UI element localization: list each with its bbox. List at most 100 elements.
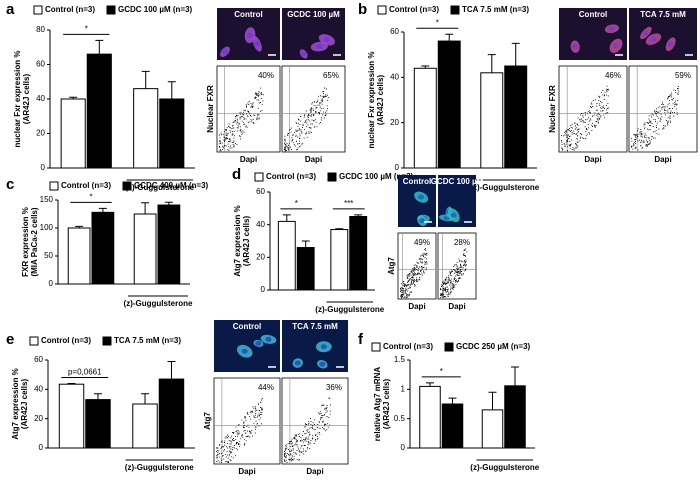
flow-x-label: Dapi — [408, 302, 425, 311]
micrograph-label: Control — [233, 322, 261, 331]
y-tick-label: 0 — [41, 163, 46, 172]
nucleus — [572, 44, 579, 50]
error-bar — [141, 202, 150, 214]
y-axis-label: relative Atg7 mRNA — [373, 367, 382, 442]
bar — [67, 227, 91, 285]
flow-percent: 49% — [414, 238, 430, 247]
legend-swatch — [254, 172, 264, 182]
flow-plot — [558, 65, 628, 153]
y-tick-label: 0 — [39, 443, 44, 452]
bar — [296, 247, 315, 291]
bar — [277, 220, 296, 291]
bar — [441, 403, 464, 449]
bar — [437, 40, 461, 169]
bar — [85, 399, 111, 449]
bar — [60, 98, 86, 169]
group-label: (z)-Guggulsterone — [125, 463, 194, 472]
legend-swatch — [33, 5, 43, 15]
nucleus — [667, 41, 674, 47]
nucleus — [241, 348, 248, 354]
panel-label: e — [6, 331, 14, 348]
y-axis-label: (AR42J cells) — [242, 216, 251, 267]
nucleus — [316, 44, 323, 50]
legend-swatch — [29, 336, 39, 346]
micrograph — [282, 8, 345, 60]
flow-events — [440, 248, 468, 299]
error-bar — [67, 382, 76, 385]
nucleus — [254, 41, 261, 47]
legend-swatch — [49, 181, 59, 191]
error-bar — [488, 391, 497, 410]
nucleus — [294, 360, 301, 366]
y-tick-label: 150 — [40, 195, 54, 204]
y-tick-label: 20 — [256, 252, 265, 261]
y-axis-label: Atg7 expression % — [233, 205, 242, 277]
significance-label: * — [440, 367, 443, 376]
flow-percent: 59% — [675, 71, 691, 80]
error-bar — [354, 214, 363, 217]
bar — [504, 385, 526, 449]
bar — [481, 409, 504, 449]
legend-label: TCA 7.5 mM (n=3) — [462, 5, 529, 14]
panel-label: d — [232, 166, 241, 183]
y-tick-label: 0 — [401, 443, 406, 452]
error-bar — [69, 96, 78, 99]
y-axis-label: FXR expression % — [21, 207, 30, 277]
bar — [158, 378, 185, 449]
legend-swatch — [102, 336, 112, 346]
y-tick-label: 60 — [390, 27, 399, 36]
legend-label: GCDC 100 µM (n=3) — [118, 5, 193, 14]
y-tick-label: 60 — [256, 187, 265, 196]
flow-events — [561, 85, 610, 152]
flow-percent: 28% — [454, 238, 470, 247]
nucleus — [450, 212, 457, 218]
error-bar — [335, 228, 344, 230]
micrograph-label: TCA 7.5 mM — [640, 10, 686, 19]
bar — [330, 229, 349, 291]
significance-label: * — [89, 193, 92, 202]
nucleus — [642, 30, 649, 36]
bar — [480, 72, 504, 169]
micrograph-label: Control — [403, 177, 431, 186]
micrograph — [629, 8, 697, 60]
flow-y-label: Atg7 — [387, 257, 396, 275]
legend-label: TCA 7.5 mM (n=3) — [114, 336, 181, 345]
bar — [413, 67, 437, 169]
significance-label: p=0,0661 — [68, 368, 102, 377]
y-axis-label: nuclear Fxr expression % — [13, 51, 22, 148]
flow-percent: 65% — [323, 71, 339, 80]
y-axis-label: nuclear Fxr expression % — [367, 52, 376, 149]
legend-swatch — [327, 172, 337, 182]
bar — [504, 65, 528, 169]
y-tick-label: 20 — [390, 118, 399, 127]
micrograph-label: GCDC 100 µM — [287, 10, 340, 19]
legend-label: Control (n=3) — [61, 181, 111, 190]
flow-plot — [397, 232, 437, 300]
bar — [133, 213, 157, 285]
legend-swatch — [122, 181, 132, 191]
error-bar — [445, 33, 454, 42]
y-tick-label: 40 — [256, 220, 265, 229]
flow-x-label: Dapi — [654, 155, 671, 164]
flow-events — [216, 398, 263, 464]
error-bar — [164, 201, 173, 206]
y-tick-label: 60 — [34, 355, 43, 364]
flow-y-label: Nuclear FXR — [206, 85, 215, 133]
nucleus — [319, 361, 326, 367]
y-tick-label: 1.5 — [394, 355, 406, 364]
flow-events — [219, 87, 264, 152]
y-tick-label: 40 — [390, 72, 399, 81]
flow-events — [631, 86, 680, 151]
flow-percent: 44% — [258, 383, 274, 392]
panel-label: c — [6, 176, 14, 193]
flow-x-label: Dapi — [238, 467, 255, 476]
nucleus — [265, 336, 272, 342]
error-bar — [301, 240, 310, 248]
nucleus — [418, 194, 425, 200]
y-tick-label: 1 — [401, 384, 406, 393]
y-tick-label: 0 — [395, 163, 400, 172]
bar — [86, 53, 112, 169]
bar — [133, 88, 159, 169]
nucleus — [419, 218, 426, 224]
flow-percent: 36% — [326, 383, 342, 392]
